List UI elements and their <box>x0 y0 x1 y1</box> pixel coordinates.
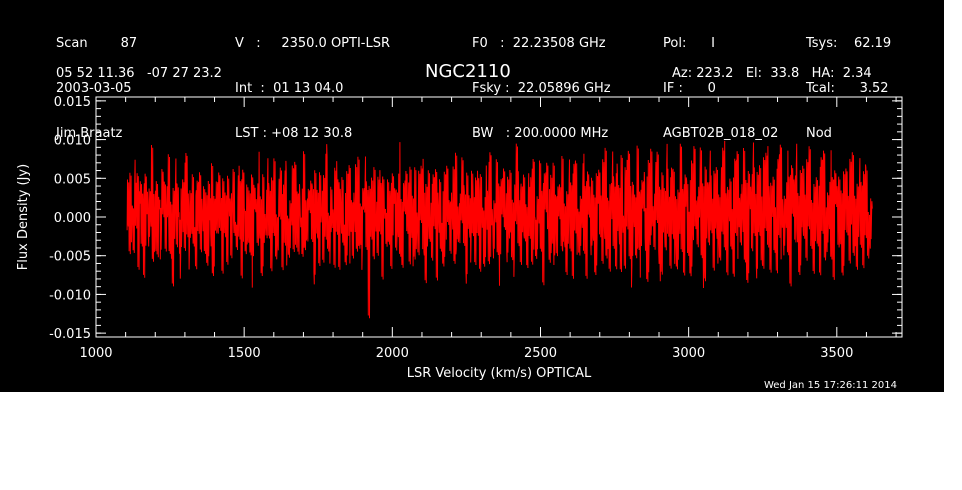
observer-name: Jim Braatz <box>56 126 123 141</box>
flux-series-line <box>126 140 873 319</box>
tcal: Tcal: 3.52 <box>806 81 889 96</box>
scan-number: Scan 87 <box>56 36 138 51</box>
y-axis-ticks: 0.015 0.010 0.005 0.000 -0.005 -0.010 -0.015 <box>49 95 902 342</box>
procedure: Nod <box>806 126 832 141</box>
y-tick-label: 0.015 <box>54 95 91 110</box>
plot-frame <box>95 96 903 338</box>
x-axis-label: LSR Velocity (km/s) OPTICAL <box>407 366 592 381</box>
x-tick-label: 3000 <box>672 346 705 361</box>
system-temp-info: Tsys: 62.19 Tcal: 3.52 Nod <box>806 6 891 171</box>
y-axis-label: Flux Density (Jy) <box>16 164 31 270</box>
x-tick-label: 1500 <box>228 346 261 361</box>
integration-time: Int : 01 13 04.0 <box>235 81 344 96</box>
scan-info: Scan 87 2003-03-05 Jim Braatz <box>56 6 137 171</box>
velocity-info: V : 2350.0 OPTI-LSR Int : 01 13 04.0 LST… <box>235 6 390 171</box>
if-number: IF : 0 <box>663 81 716 96</box>
x-tick-label: 2500 <box>524 346 557 361</box>
timestamp: Wed Jan 15 17:26:11 2014 <box>763 380 897 391</box>
x-tick-label: 3500 <box>820 346 853 361</box>
y-tick-label: -0.010 <box>49 288 91 303</box>
bandwidth: BW : 200.0000 MHz <box>472 126 609 141</box>
velocity-value: V : 2350.0 OPTI-LSR <box>235 36 391 51</box>
x-axis-ticks: 1000 1500 2000 2500 3000 3500 <box>79 97 897 361</box>
tsys: Tsys: 62.19 <box>806 36 892 51</box>
source-coordinates: 05 52 11.36 -07 27 23.2 <box>56 66 222 81</box>
polarization-info: Pol: I IF : 0 AGBT02B_018_02 <box>663 6 778 171</box>
polarization: Pol: I <box>663 36 715 51</box>
frequency-info: F0 : 22.23508 GHz Fsky : 22.05896 GHz BW… <box>472 6 611 171</box>
lst-value: LST : +08 12 30.8 <box>235 126 353 141</box>
source-name: NGC2110 <box>425 61 511 82</box>
rest-frequency: F0 : 22.23508 GHz <box>472 36 606 51</box>
project-id: AGBT02B_018_02 <box>663 126 779 141</box>
spectrum-chart: 0.015 0.010 0.005 0.000 -0.005 -0.010 -0.015 1… <box>16 95 903 381</box>
y-tick-label: -0.015 <box>49 327 91 342</box>
y-tick-label: 0.010 <box>54 134 91 149</box>
x-tick-label: 1000 <box>79 346 112 361</box>
y-tick-label: 0.000 <box>54 211 91 226</box>
y-tick-label: -0.005 <box>49 250 91 265</box>
spectrum-panel: Scan 87 2003-03-05 Jim Braatz V : 2350.0… <box>0 0 944 392</box>
x-tick-label: 2000 <box>376 346 409 361</box>
y-tick-label: 0.005 <box>54 172 91 187</box>
az-el-ha: Az: 223.2 El: 33.8 HA: 2.34 <box>672 66 872 81</box>
observation-date: 2003-03-05 <box>56 81 132 96</box>
sky-frequency: Fsky : 22.05896 GHz <box>472 81 611 96</box>
